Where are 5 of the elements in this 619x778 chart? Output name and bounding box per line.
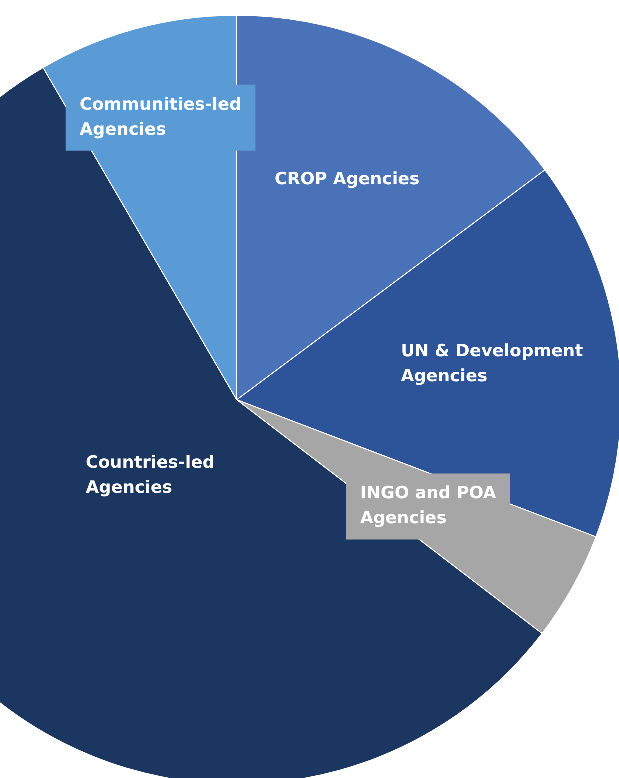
- slice-label: Communities-led Agencies: [80, 94, 242, 140]
- slice-label: UN & Development Agencies: [401, 341, 584, 386]
- slice-label: CROP Agencies: [274, 169, 420, 190]
- slice-label: INGO and POA Agencies: [360, 484, 498, 529]
- slice-label: Countries-led Agencies: [86, 453, 215, 498]
